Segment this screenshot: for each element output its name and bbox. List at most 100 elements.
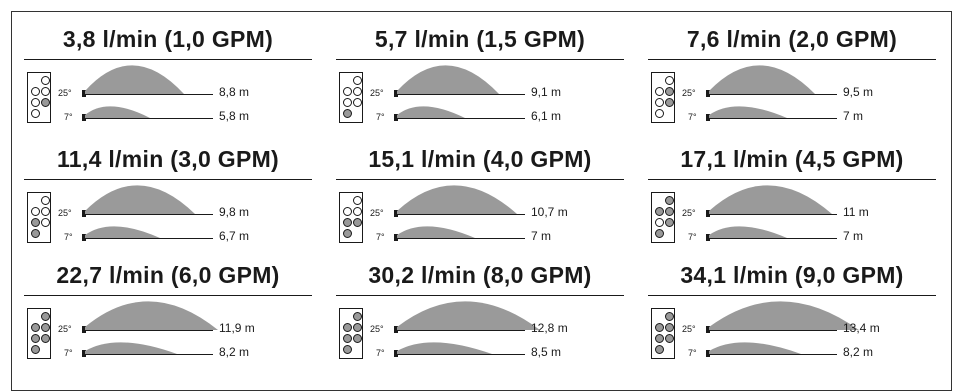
low-throw-distance: 5,8 m	[219, 109, 250, 123]
throw-baseline	[397, 94, 525, 95]
flow-rate-title: 11,4 l/min (3,0 GPM)	[56, 146, 280, 172]
nozzle-hole-pattern-icon	[339, 308, 363, 359]
title-underline	[336, 295, 624, 296]
open-hole-icon	[31, 207, 40, 216]
filled-hole-icon	[343, 345, 352, 354]
nozzle-marker	[706, 350, 710, 357]
low-angle-label: 7°	[376, 112, 385, 122]
open-hole-icon	[31, 109, 40, 118]
low-angle-label: 7°	[376, 232, 385, 242]
filled-hole-icon	[343, 323, 352, 332]
open-hole-icon	[655, 109, 664, 118]
filled-hole-icon	[343, 229, 352, 238]
low-throw-distance: 7 m	[843, 229, 864, 243]
flow-cell: 22,7 l/min (6,0 GPM) 25° 11,9 m 7° 8,2 m	[24, 250, 312, 359]
open-hole-icon	[353, 207, 362, 216]
high-spray-arc	[85, 185, 195, 214]
filled-hole-icon	[655, 207, 664, 216]
flow-rate-title: 34,1 l/min (9,0 GPM)	[680, 262, 904, 288]
nozzle-hole-pattern-icon	[651, 308, 675, 359]
low-spray-arc	[397, 106, 465, 118]
throw-baseline	[397, 214, 525, 215]
title-underline	[336, 179, 624, 180]
open-hole-icon	[655, 218, 664, 227]
high-spray-arc	[709, 185, 832, 214]
filled-hole-icon	[353, 312, 362, 321]
throw-baseline	[709, 214, 837, 215]
high-angle-label: 25°	[682, 324, 696, 334]
high-angle-label: 25°	[682, 88, 696, 98]
filled-hole-icon	[31, 218, 40, 227]
filled-hole-icon	[343, 334, 352, 343]
filled-hole-icon	[655, 323, 664, 332]
low-angle-label: 7°	[64, 232, 73, 242]
low-spray-arc	[709, 342, 801, 354]
filled-hole-icon	[665, 334, 674, 343]
high-spray-arc	[397, 301, 540, 330]
nozzle-marker	[82, 114, 86, 121]
nozzle-marker	[82, 90, 86, 97]
filled-hole-icon	[353, 323, 362, 332]
filled-hole-icon	[353, 218, 362, 227]
high-spray-arc	[85, 65, 184, 94]
filled-hole-icon	[41, 98, 50, 107]
low-angle-label: 7°	[688, 348, 697, 358]
nozzle-marker	[82, 210, 86, 217]
flow-rate-title: 7,6 l/min (2,0 GPM)	[686, 26, 898, 52]
nozzle-hole-pattern-icon	[339, 72, 363, 123]
nozzle-marker	[706, 234, 710, 241]
filled-hole-icon	[41, 323, 50, 332]
low-spray-arc	[709, 106, 787, 118]
filled-hole-icon	[31, 345, 40, 354]
high-throw-distance: 10,7 m	[531, 205, 568, 219]
open-hole-icon	[353, 196, 362, 205]
filled-hole-icon	[665, 312, 674, 321]
low-spray-arc	[397, 226, 475, 238]
nozzle-hole-pattern-icon	[651, 72, 675, 123]
filled-hole-icon	[665, 218, 674, 227]
high-angle-label: 25°	[58, 88, 72, 98]
nozzle-marker	[394, 234, 398, 241]
low-throw-distance: 7 m	[531, 229, 552, 243]
title-underline	[24, 59, 312, 60]
low-angle-label: 7°	[688, 232, 697, 242]
open-hole-icon	[665, 76, 674, 85]
throw-baseline	[85, 118, 213, 119]
high-spray-arc	[397, 185, 517, 214]
open-hole-icon	[655, 98, 664, 107]
title-underline	[24, 295, 312, 296]
high-throw-distance: 11 m	[843, 205, 869, 219]
filled-hole-icon	[665, 98, 674, 107]
nozzle-marker	[394, 210, 398, 217]
low-spray-arc	[85, 106, 150, 118]
filled-hole-icon	[343, 218, 352, 227]
open-hole-icon	[41, 196, 50, 205]
flow-rate-title: 22,7 l/min (6,0 GPM)	[56, 262, 280, 288]
low-angle-label: 7°	[688, 112, 697, 122]
open-hole-icon	[41, 218, 50, 227]
low-spray-arc	[709, 226, 787, 238]
high-angle-label: 25°	[682, 208, 696, 218]
nozzle-hole-pattern-icon	[27, 192, 51, 243]
throw-baseline	[397, 238, 525, 239]
throw-baseline	[85, 214, 213, 215]
throw-baseline	[85, 94, 213, 95]
high-throw-distance: 11,9 m	[219, 321, 255, 335]
filled-hole-icon	[655, 334, 664, 343]
throw-baseline	[397, 118, 525, 119]
filled-hole-icon	[31, 323, 40, 332]
flow-cell: 11,4 l/min (3,0 GPM) 25° 9,8 m 7° 6,7 m	[24, 134, 312, 243]
high-angle-label: 25°	[370, 324, 384, 334]
flow-rate-title: 5,7 l/min (1,5 GPM)	[374, 26, 586, 52]
high-throw-distance: 9,8 m	[219, 205, 250, 219]
title-underline	[648, 59, 936, 60]
open-hole-icon	[353, 76, 362, 85]
high-throw-distance: 8,8 m	[219, 85, 250, 99]
flow-cell: 5,7 l/min (1,5 GPM) 25° 9,1 m 7° 6,1 m	[336, 14, 624, 123]
nozzle-marker	[394, 350, 398, 357]
high-throw-distance: 9,5 m	[843, 85, 874, 99]
nozzle-marker	[394, 114, 398, 121]
open-hole-icon	[31, 87, 40, 96]
filled-hole-icon	[665, 87, 674, 96]
low-throw-distance: 6,7 m	[219, 229, 250, 243]
